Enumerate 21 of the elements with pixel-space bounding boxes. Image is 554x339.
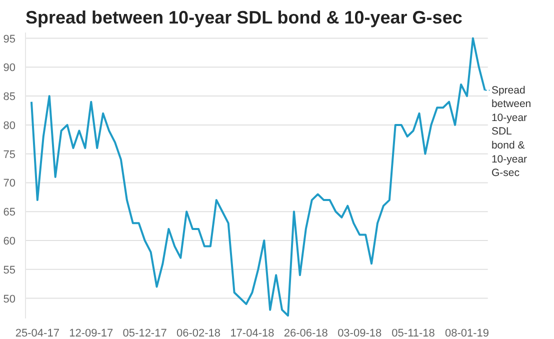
y-tick-label: 95 [3, 33, 16, 46]
y-tick-label: 70 [3, 178, 16, 190]
x-tick-label: 26-06-18 [284, 328, 328, 339]
x-tick-label: 17-04-18 [230, 328, 274, 339]
y-tick-label: 50 [3, 293, 16, 306]
legend-label: Spread between 10-year SDL bond & 10-year G-sec [491, 84, 532, 180]
y-tick-label: 60 [3, 236, 16, 248]
y-tick-label: 55 [3, 264, 16, 276]
x-tick-label: 03-09-18 [338, 328, 382, 339]
x-tick-label: 06-02-18 [176, 328, 221, 339]
y-tick-label: 85 [3, 91, 16, 104]
y-tick-label: 75 [3, 148, 16, 161]
x-tick-label: 05-12-17 [122, 328, 167, 339]
y-tick-label: 90 [3, 62, 16, 74]
y-tick-label: 65 [3, 206, 16, 219]
y-tick-label: 80 [3, 120, 16, 132]
x-tick-label: 08-01-19 [444, 328, 490, 339]
chart-title: Spread between 10-year SDL bond & 10-year G-sec [26, 8, 462, 28]
x-tick-label: 12-09-17 [69, 328, 114, 339]
x-tick-label: 25-04-17 [15, 328, 60, 339]
x-tick-label: 05-11-18 [392, 328, 435, 339]
